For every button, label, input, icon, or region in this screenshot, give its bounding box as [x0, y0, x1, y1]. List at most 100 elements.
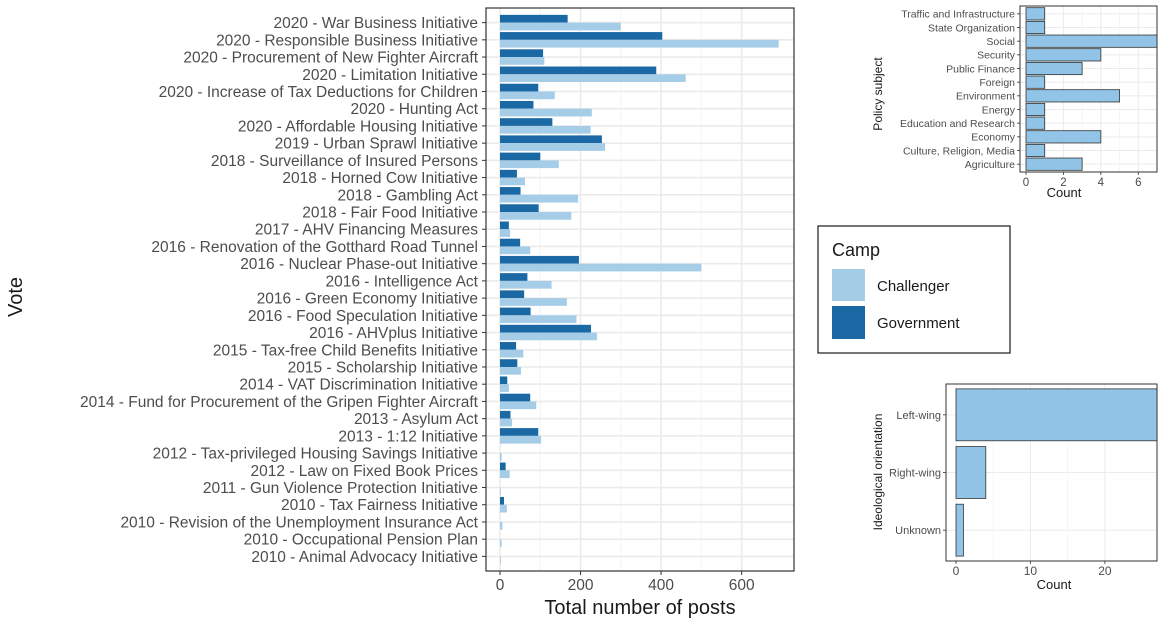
policy-y-tick-label-social: Social [986, 36, 1015, 48]
y-tick-label-2010-occupational-pension-plan: 2010 - Occupational Pension Plan [244, 532, 478, 549]
policy-bar-culture-religion-media [1025, 143, 1046, 158]
policy-bar-security [1025, 48, 1102, 62]
bar-government-2018-gambling-act [500, 187, 521, 195]
y-tick-label-2018-fair-food-initiative: 2018 - Fair Food Initiative [302, 205, 478, 222]
bar-challenger-2016-green-economy-initiative [500, 298, 567, 306]
y-tick-label-2020-increase-of-tax-deductions-for-children: 2020 - Increase of Tax Deductions for Ch… [159, 84, 478, 101]
policy-y-tick-label-agriculture: Agriculture [965, 159, 1015, 171]
legend-title: Camp [832, 240, 880, 260]
y-tick-label-2018-gambling-act: 2018 - Gambling Act [338, 187, 479, 204]
policy-y-tick-label-energy: Energy [982, 104, 1016, 116]
ideology-x-tick-label-20: 20 [1098, 564, 1112, 578]
bar-challenger-2016-food-speculation-initiative [500, 315, 577, 324]
y-tick-label-2012-law-on-fixed-book-prices: 2012 - Law on Fixed Book Prices [251, 463, 479, 480]
bar-challenger-2018-horned-cow-initiative [500, 177, 525, 186]
bar-challenger-2020-limitation-initiative [500, 74, 686, 83]
bar-challenger-2012-tax-privileged-housing-savings-initiative [500, 453, 502, 461]
ideology-x-tick-label-10: 10 [1024, 564, 1038, 578]
bar-challenger-2020-procurement-of-new-fighter-aircraft [500, 57, 545, 65]
y-tick-label-2020-responsible-business-initiative: 2020 - Responsible Business Initiative [216, 32, 478, 49]
x-tick-label-600: 600 [729, 577, 755, 594]
bar-government-2017-ahv-financing-measures [500, 221, 509, 230]
bar-government-2020-procurement-of-new-fighter-aircraft [500, 49, 544, 58]
main-plot-background [486, 8, 794, 571]
ideology-x-tick-label-0: 0 [953, 564, 960, 578]
bar-government-2018-fair-food-initiative [500, 204, 539, 213]
policy-bar-economy [1025, 130, 1102, 144]
x-tick-label-200: 200 [568, 577, 594, 594]
bar-government-2018-horned-cow-initiative [500, 169, 517, 178]
y-tick-label-2012-tax-privileged-housing-savings-initiative: 2012 - Tax-privileged Housing Savings In… [153, 446, 478, 463]
y-tick-label-2018-surveillance-of-insured-persons: 2018 - Surveillance of Insured Persons [211, 153, 478, 170]
y-tick-label-2016-food-speculation-initiative: 2016 - Food Speculation Initiative [248, 308, 478, 325]
bar-challenger-2014-vat-discrimination-initiative [500, 384, 509, 392]
policy-x-tick-label-6: 6 [1135, 177, 1141, 189]
bar-government-2020-hunting-act [500, 100, 534, 109]
bar-challenger-2020-hunting-act [500, 108, 592, 117]
main-x-axis-title: Total number of posts [544, 597, 735, 619]
bar-government-2013-asylum-act [500, 410, 511, 419]
policy-y-axis-title: Policy subject [871, 57, 885, 131]
ideological-orientation-chart: Ideological orientation Count Left-wing R… [871, 383, 1158, 592]
legend-label-challenger: Challenger [877, 278, 950, 295]
y-tick-label-2011-gun-violence-protection-initiative: 2011 - Gun Violence Protection Initiativ… [203, 480, 478, 497]
policy-plot-border [1019, 5, 1158, 173]
legend-swatch-government [832, 306, 865, 339]
y-tick-label-2014-vat-discrimination-initiative: 2014 - VAT Discrimination Initiative [239, 377, 478, 394]
ideology-y-axis-title: Ideological orientation [871, 414, 885, 531]
y-tick-label-2015-scholarship-initiative: 2015 - Scholarship Initiative [288, 359, 478, 376]
policy-x-tick-label-2: 2 [1060, 177, 1066, 189]
y-tick-label-2016-green-economy-initiative: 2016 - Green Economy Initiative [257, 291, 478, 308]
y-tick-label-2010-tax-fairness-initiative: 2010 - Tax Fairness Initiative [281, 497, 478, 514]
bar-challenger-2018-gambling-act [500, 194, 579, 203]
bar-challenger-2010-revision-of-the-unemployment-insurance-act [500, 521, 503, 530]
policy-y-tick-label-environment: Environment [956, 91, 1015, 103]
bar-challenger-2013-1-12-initiative [500, 435, 542, 444]
ideology-y-tick-label-right-wing: Right-wing [889, 467, 941, 479]
policy-x-axis-title: Count [1047, 185, 1082, 200]
bar-challenger-2014-fund-for-procurement-of-the-gripen-fighter-aircraft [500, 401, 537, 410]
ideology-bar-left-wing [955, 388, 1158, 442]
y-tick-label-2016-intelligence-act: 2016 - Intelligence Act [325, 273, 478, 290]
bar-government-2020-affordable-housing-initiative [500, 118, 553, 126]
policy-bar-environment [1025, 89, 1120, 103]
bar-government-2014-fund-for-procurement-of-the-gripen-fighter-aircraft [500, 393, 531, 402]
y-tick-label-2020-procurement-of-new-fighter-aircraft: 2020 - Procurement of New Fighter Aircra… [183, 50, 478, 67]
ideology-y-tick-label-left-wing: Left-wing [896, 410, 941, 422]
policy-bar-public-finance [1025, 61, 1083, 76]
bar-government-2012-law-on-fixed-book-prices [500, 462, 506, 471]
bar-challenger-2016-renovation-of-the-gotthard-road-tunnel [500, 246, 531, 255]
policy-y-tick-label-public-finance: Public Finance [946, 63, 1015, 75]
policy-bar-education-and-research [1025, 116, 1046, 130]
bar-government-2020-war-business-initiative [500, 14, 568, 23]
policy-bar-foreign [1025, 75, 1046, 89]
y-tick-label-2020-affordable-housing-initiative: 2020 - Affordable Housing Initiative [238, 118, 478, 135]
main-plot-border [485, 7, 795, 572]
bar-government-2016-ahvplus-initiative [500, 324, 592, 333]
bar-challenger-2020-affordable-housing-initiative [500, 125, 591, 134]
bar-government-2016-renovation-of-the-gotthard-road-tunnel [500, 238, 521, 247]
bar-government-2020-increase-of-tax-deductions-for-children [500, 83, 539, 92]
bar-government-2010-tax-fairness-initiative [500, 496, 505, 505]
y-tick-label-2010-revision-of-the-unemployment-insurance-act: 2010 - Revision of the Unemployment Insu… [120, 514, 478, 531]
bar-challenger-2010-occupational-pension-plan [500, 539, 502, 547]
x-tick-label-400: 400 [648, 577, 674, 594]
bar-government-2014-vat-discrimination-initiative [500, 376, 508, 385]
policy-subject-chart: Policy subject Count Traffic and Infrast… [871, 5, 1158, 200]
y-tick-label-2016-renovation-of-the-gotthard-road-tunnel: 2016 - Renovation of the Gotthard Road T… [151, 239, 478, 256]
y-tick-label-2013-asylum-act: 2013 - Asylum Act [354, 411, 479, 428]
bar-challenger-2015-tax-free-child-benefits-initiative [500, 349, 524, 358]
bar-government-2015-scholarship-initiative [500, 359, 518, 367]
bar-challenger-2018-surveillance-of-insured-persons [500, 160, 559, 169]
ideology-bar-unknown [955, 503, 964, 557]
bar-challenger-2020-increase-of-tax-deductions-for-children [500, 91, 555, 100]
y-tick-label-2017-ahv-financing-measures: 2017 - AHV Financing Measures [255, 222, 478, 239]
policy-y-tick-label-culture-religion-media: Culture, Religion, Media [903, 145, 1015, 157]
main-y-axis-title: Vote [5, 277, 27, 317]
y-tick-label-2020-hunting-act: 2020 - Hunting Act [350, 101, 478, 118]
policy-y-tick-label-traffic-and-infrastructure: Traffic and Infrastructure [901, 9, 1015, 21]
policy-x-tick-label-0: 0 [1023, 177, 1029, 189]
bar-challenger-2016-intelligence-act [500, 280, 552, 289]
bar-challenger-2016-nuclear-phase-out-initiative [500, 263, 702, 272]
